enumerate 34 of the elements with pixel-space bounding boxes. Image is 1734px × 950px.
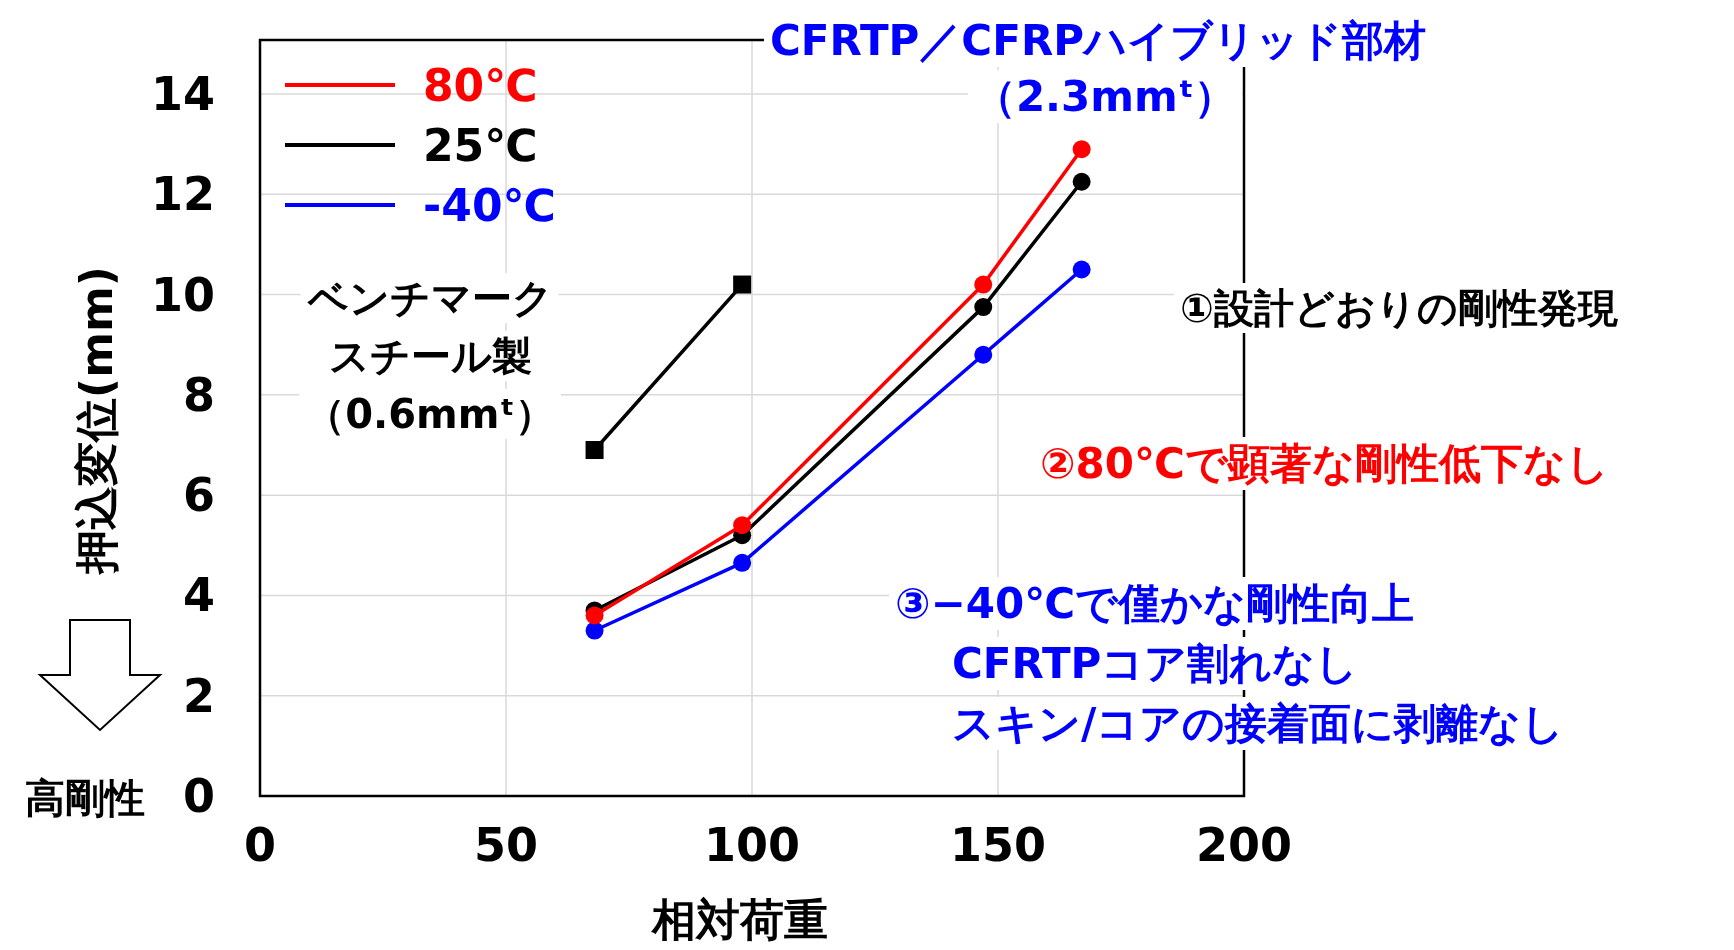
point xyxy=(733,275,752,294)
point xyxy=(585,441,604,460)
y-tick-label: 6 xyxy=(182,468,215,523)
point xyxy=(1072,260,1091,279)
point xyxy=(974,298,993,317)
point xyxy=(585,606,604,625)
annotation: （2.3mmᵗ） xyxy=(967,70,1243,123)
point xyxy=(1072,140,1091,159)
point xyxy=(733,553,752,572)
x-tick-label: 100 xyxy=(703,818,801,872)
x-axis-title: 相対荷重 xyxy=(650,894,828,945)
y-tick-label: 12 xyxy=(150,167,215,222)
x-tick-label: 0 xyxy=(243,818,277,872)
point xyxy=(1072,172,1091,191)
x-tick-label: 150 xyxy=(949,818,1047,872)
y-tick-label: 14 xyxy=(150,67,215,121)
annotation: ベンチマーク xyxy=(300,273,559,323)
y-tick-label: 4 xyxy=(182,568,215,623)
legend-label: -40℃ xyxy=(423,180,556,231)
y-tick-label: 0 xyxy=(182,769,215,823)
y-tick-label: 10 xyxy=(150,267,215,322)
legend-label: 80℃ xyxy=(423,60,538,111)
annotation: （0.6mmᵗ） xyxy=(299,389,561,439)
annotation: 高剛性 xyxy=(25,775,145,821)
point xyxy=(974,345,993,364)
point xyxy=(733,516,752,535)
point xyxy=(585,621,604,640)
y-tick-label: 8 xyxy=(182,367,215,422)
x-tick-label: 50 xyxy=(473,818,539,872)
x-tick-label: 200 xyxy=(1195,818,1293,872)
point xyxy=(974,275,993,294)
legend-label: 25℃ xyxy=(423,120,538,171)
y-axis-title: 押込変位(mm) xyxy=(71,266,122,576)
y-tick-label: 2 xyxy=(182,668,215,723)
